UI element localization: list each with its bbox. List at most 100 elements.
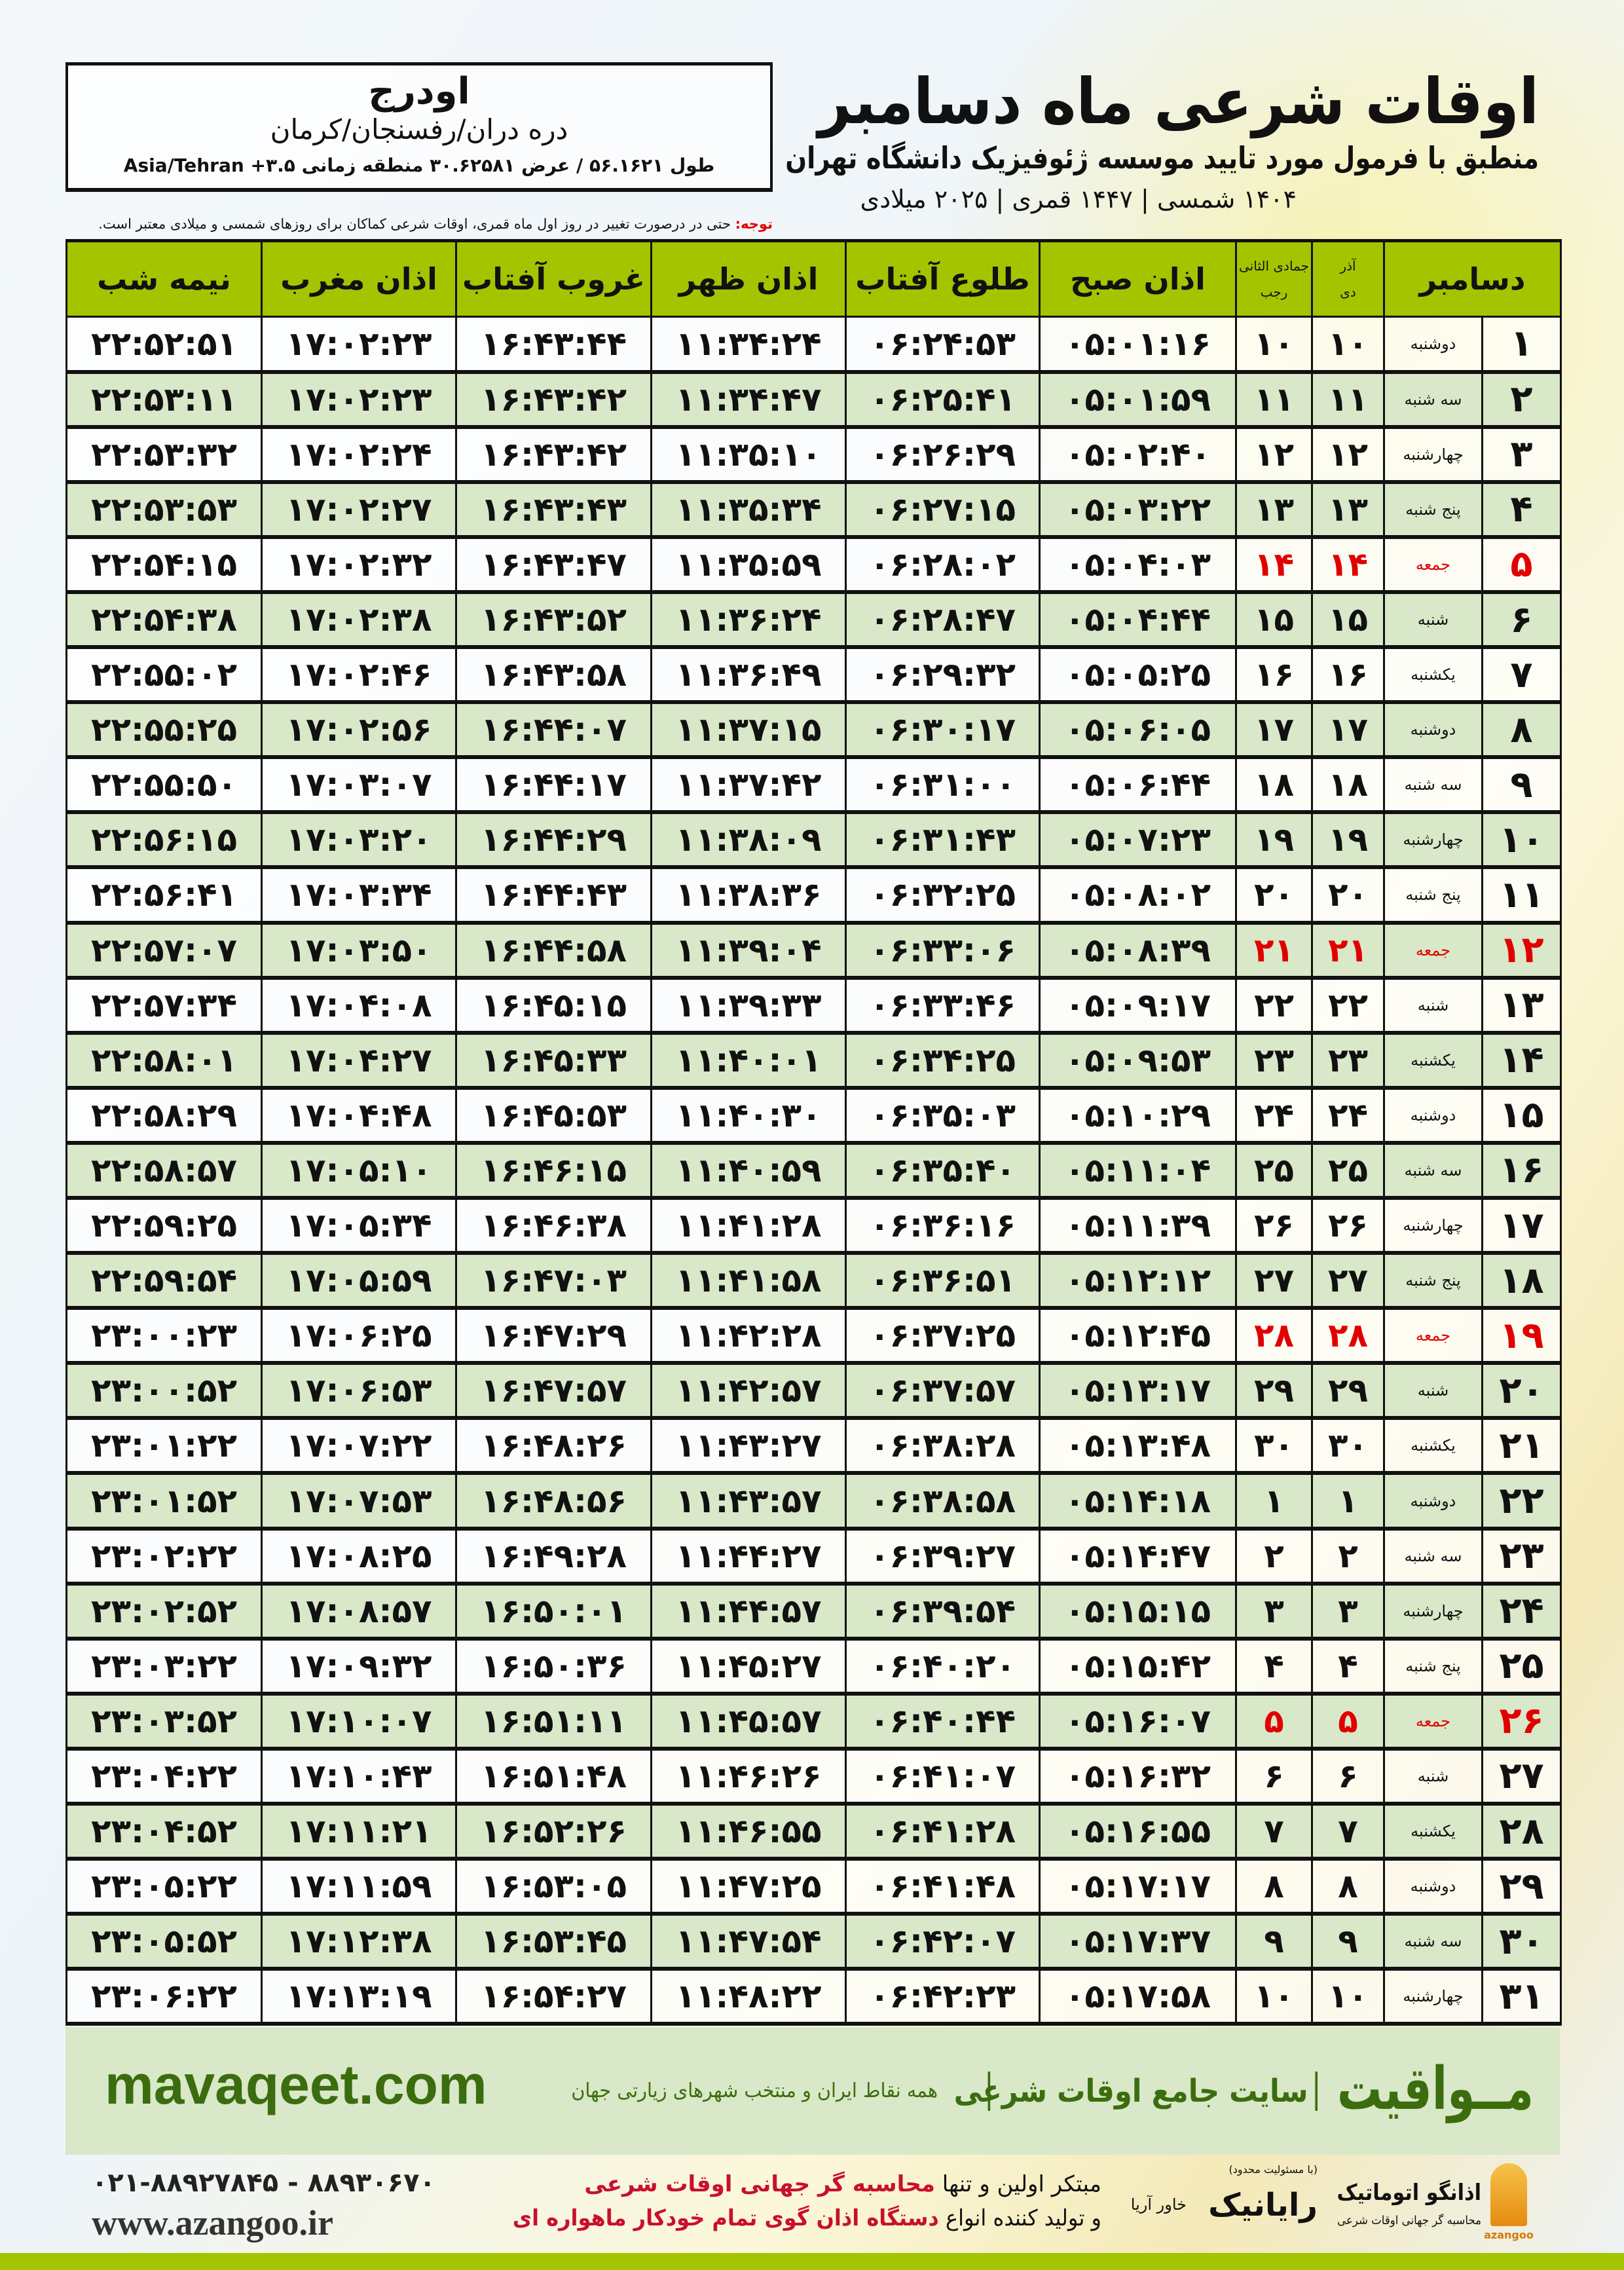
cell-dey: ۲۲ [1311,977,1385,1035]
cell-weekday: چهارشنبه [1383,811,1483,870]
cell-dey: ۱۵ [1311,591,1385,650]
cell-rajab: ۳ [1235,1582,1313,1641]
cell-dhuhr: ۱۱:۳۸:۳۶ [650,866,847,925]
cell-weekday: چهارشنبه [1383,1967,1483,2026]
cell-day: ۱۲ [1481,921,1562,980]
cell-sunset: ۱۶:۵۳:۰۵ [455,1857,652,1916]
cell-maghrib: ۱۷:۰۳:۳۴ [261,866,457,925]
header-sunrise: طلوع آفتاب [845,239,1041,318]
cell-day: ۲۴ [1481,1582,1562,1641]
cell-sunrise: ۰۶:۳۴:۲۵ [845,1032,1041,1090]
cell-weekday: دوشنبه [1383,1087,1483,1145]
note-text: حتی در درصورت تغییر در روز اول ماه قمری،… [98,216,731,232]
cell-midnight: ۲۲:۵۸:۰۱ [65,1032,263,1090]
cell-dey: ۱۲ [1311,426,1385,484]
cell-sunrise: ۰۶:۲۷:۱۵ [845,481,1041,539]
cell-maghrib: ۱۷:۰۶:۲۵ [261,1307,457,1366]
cell-day: ۸ [1481,701,1562,760]
cell-dey: ۲۱ [1311,921,1385,980]
cell-dey: ۲۷ [1311,1252,1385,1311]
cell-fajr: ۰۵:۰۴:۰۳ [1039,536,1237,594]
cell-dhuhr: ۱۱:۳۹:۰۴ [650,921,847,980]
cell-sunset: ۱۶:۴۴:۱۷ [455,756,652,815]
header-jumada: جمادی الثانی [1239,258,1309,274]
cell-midnight: ۲۳:۰۲:۲۲ [65,1527,263,1586]
cell-dhuhr: ۱۱:۴۰:۳۰ [650,1087,847,1145]
table-row: ۶ شنبه ۱۵ ۱۵ ۰۵:۰۴:۴۴ ۰۶:۲۸:۴۷ ۱۱:۳۶:۲۴ ۱۶:۴۳:۵… [65,591,1562,650]
cell-maghrib: ۱۷:۰۲:۲۷ [261,481,457,539]
cell-rajab: ۲۹ [1235,1362,1313,1421]
cell-midnight: ۲۲:۵۲:۵۱ [65,315,263,374]
cell-midnight: ۲۲:۵۳:۱۱ [65,371,263,429]
cell-sunset: ۱۶:۵۴:۲۷ [455,1967,652,2026]
cell-dey: ۲۳ [1311,1032,1385,1090]
cell-day: ۱۷ [1481,1197,1562,1256]
cell-dhuhr: ۱۱:۳۹:۳۳ [650,977,847,1035]
table-row: ۲۱ یکشنبه ۳۰ ۳۰ ۰۵:۱۳:۴۸ ۰۶:۳۸:۲۸ ۱۱:۴۳:۲۷ ۱۶:۴… [65,1417,1562,1476]
cell-day: ۲۵ [1481,1637,1562,1696]
header-dey: آذر دی [1311,239,1385,318]
cell-rajab: ۲۵ [1235,1142,1313,1200]
bottom-strip [0,2253,1624,2270]
prayer-times-table: دسامبر آذر دی جمادی الثانی رجب اذان صبح طل… [65,239,1562,2026]
azangoo-logo: azangoo اذانگو اتوماتیک محاسبه گر جهانی … [1337,2163,1534,2244]
table-row: ۲۲ دوشنبه ۱ ۱ ۰۵:۱۴:۱۸ ۰۶:۳۸:۵۸ ۱۱:۴۳:۵۷ ۱۶:۴۸:… [65,1472,1562,1531]
table-row: ۱۷ چهارشنبه ۲۶ ۲۶ ۰۵:۱۱:۳۹ ۰۶:۳۶:۱۶ ۱۱:۴۱:۲۸ ۱۶… [65,1197,1562,1256]
cell-dhuhr: ۱۱:۴۷:۵۴ [650,1912,847,1971]
cell-sunrise: ۰۶:۲۸:۴۷ [845,591,1041,650]
logo2-sub: (با مسئولیت محدود) [1228,2163,1318,2176]
cell-dhuhr: ۱۱:۳۵:۱۰ [650,426,847,484]
cell-day: ۶ [1481,591,1562,650]
cell-maghrib: ۱۷:۰۲:۵۶ [261,701,457,760]
cell-sunset: ۱۶:۴۵:۵۳ [455,1087,652,1145]
cell-day: ۱ [1481,315,1562,374]
cell-maghrib: ۱۷:۱۱:۵۹ [261,1857,457,1916]
cell-rajab: ۴ [1235,1637,1313,1696]
cell-rajab: ۲۳ [1235,1032,1313,1090]
mavaqeet-link[interactable]: mavaqeet.com [105,2054,487,2115]
cell-dhuhr: ۱۱:۳۷:۴۲ [650,756,847,815]
cell-day: ۲۸ [1481,1802,1562,1861]
tagline-secondary: همه نقاط ایران و منتخب شهرهای زیارتی جها… [571,2079,938,2102]
cell-fajr: ۰۵:۰۹:۱۷ [1039,977,1237,1035]
cell-maghrib: ۱۷:۱۰:۴۳ [261,1747,457,1806]
page-title: اوقات شرعی ماه دسامبر [818,65,1539,138]
cell-rajab: ۸ [1235,1857,1313,1916]
cell-weekday: سه شنبه [1383,1912,1483,1971]
cell-rajab: ۶ [1235,1747,1313,1806]
logo1-en: azangoo [1484,2229,1534,2241]
header-azar: آذر [1340,258,1356,274]
cell-dhuhr: ۱۱:۴۱:۵۸ [650,1252,847,1311]
cell-weekday: شنبه [1383,1362,1483,1421]
cell-midnight: ۲۲:۵۹:۵۴ [65,1252,263,1311]
cell-sunrise: ۰۶:۴۱:۴۸ [845,1857,1041,1916]
cell-weekday: شنبه [1383,1747,1483,1806]
cell-day: ۱۵ [1481,1087,1562,1145]
cell-rajab: ۲۶ [1235,1197,1313,1256]
table-row: ۳ چهارشنبه ۱۲ ۱۲ ۰۵:۰۲:۴۰ ۰۶:۲۶:۲۹ ۱۱:۳۵:۱۰ ۱۶:… [65,426,1562,484]
location-path: دره دران/رفسنجان/کرمان [270,113,568,145]
cell-dey: ۱۷ [1311,701,1385,760]
ad2-b: دستگاه اذان گوی تمام خودکار ماهواره ای [512,2205,939,2231]
cell-dey: ۱۱ [1311,371,1385,429]
cell-rajab: ۱ [1235,1472,1313,1531]
cell-dhuhr: ۱۱:۳۶:۴۹ [650,646,847,705]
azangoo-link[interactable]: www.azangoo.ir [92,2203,333,2242]
cell-sunset: ۱۶:۴۴:۵۸ [455,921,652,980]
cell-fajr: ۰۵:۰۶:۰۵ [1039,701,1237,760]
cell-rajab: ۹ [1235,1912,1313,1971]
cell-maghrib: ۱۷:۰۵:۳۴ [261,1197,457,1256]
mavaqeet-logo: مــواقیت [1337,2055,1534,2123]
table-row: ۹ سه شنبه ۱۸ ۱۸ ۰۵:۰۶:۴۴ ۰۶:۳۱:۰۰ ۱۱:۳۷:۴۲ ۱۶:۴… [65,756,1562,815]
cell-weekday: جمعه [1383,1307,1483,1366]
cell-fajr: ۰۵:۱۲:۴۵ [1039,1307,1237,1366]
cell-dey: ۳ [1311,1582,1385,1641]
cell-sunrise: ۰۶:۴۱:۰۷ [845,1747,1041,1806]
cell-maghrib: ۱۷:۰۲:۲۴ [261,426,457,484]
table-row: ۱۵ دوشنبه ۲۴ ۲۴ ۰۵:۱۰:۲۹ ۰۶:۳۵:۰۳ ۱۱:۴۰:۳۰ ۱۶:۴… [65,1087,1562,1145]
cell-rajab: ۷ [1235,1802,1313,1861]
cell-dey: ۱ [1311,1472,1385,1531]
cell-day: ۲۶ [1481,1692,1562,1751]
cell-sunset: ۱۶:۵۰:۳۶ [455,1637,652,1696]
logo1-sub: محاسبه گر جهانی اوقات شرعی [1337,2214,1481,2227]
